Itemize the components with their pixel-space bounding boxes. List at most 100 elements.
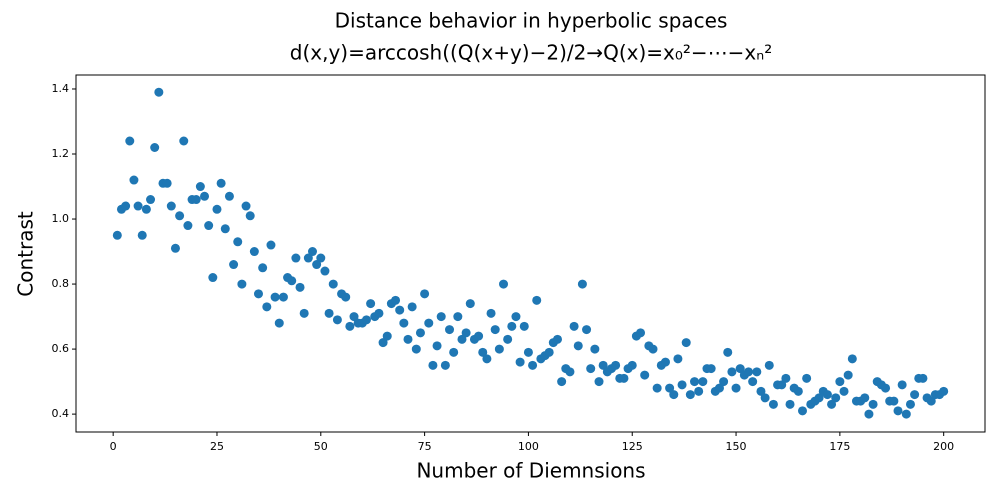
- point: [565, 367, 575, 377]
- point: [640, 370, 650, 380]
- point: [274, 318, 284, 328]
- point: [233, 237, 243, 247]
- y-tick-label: 1.0: [52, 212, 70, 225]
- point: [577, 279, 587, 289]
- point: [341, 292, 351, 302]
- point: [660, 357, 670, 367]
- point: [262, 302, 272, 312]
- x-tick-label: 200: [933, 440, 954, 453]
- point: [889, 396, 899, 406]
- point: [727, 367, 737, 377]
- point: [519, 321, 529, 331]
- point: [312, 260, 322, 270]
- point: [266, 240, 276, 250]
- point: [590, 344, 600, 354]
- point: [137, 230, 147, 240]
- point: [582, 325, 592, 335]
- point: [170, 243, 180, 253]
- point: [507, 321, 517, 331]
- point: [494, 344, 504, 354]
- point: [366, 299, 376, 309]
- y-tick-label: 0.6: [52, 342, 70, 355]
- point: [802, 373, 812, 383]
- point: [220, 224, 230, 234]
- point: [457, 334, 467, 344]
- point: [428, 360, 438, 370]
- point: [237, 279, 247, 289]
- point: [449, 347, 459, 357]
- point: [320, 266, 330, 276]
- point: [212, 204, 222, 214]
- point: [714, 383, 724, 393]
- point: [436, 312, 446, 322]
- point: [719, 377, 729, 387]
- point: [224, 191, 234, 201]
- point: [420, 289, 430, 299]
- point: [465, 299, 475, 309]
- point: [723, 347, 733, 357]
- point: [432, 341, 442, 351]
- point: [777, 380, 787, 390]
- point: [652, 383, 662, 393]
- point: [445, 325, 455, 335]
- point: [926, 396, 936, 406]
- point: [324, 308, 334, 318]
- point: [893, 406, 903, 416]
- point: [744, 367, 754, 377]
- point: [249, 247, 259, 257]
- x-tick-label: 25: [210, 440, 224, 453]
- y-tick-label: 1.2: [52, 147, 70, 160]
- point: [860, 393, 870, 403]
- point: [229, 260, 239, 270]
- point: [905, 399, 915, 409]
- point: [166, 201, 176, 211]
- point: [295, 282, 305, 292]
- point: [681, 338, 691, 348]
- y-axis-label: Contrast: [14, 211, 38, 297]
- point: [345, 321, 355, 331]
- point: [254, 289, 264, 299]
- point: [673, 354, 683, 364]
- point: [528, 360, 538, 370]
- point: [864, 409, 874, 419]
- point: [208, 273, 218, 283]
- y-tick-label: 1.4: [52, 82, 70, 95]
- point: [868, 399, 878, 409]
- point: [910, 390, 920, 400]
- x-axis-label: Number of Diemnsions: [416, 459, 645, 483]
- point: [195, 182, 205, 192]
- point: [407, 302, 417, 312]
- point: [752, 367, 762, 377]
- point: [814, 393, 824, 403]
- point: [827, 399, 837, 409]
- point: [129, 175, 139, 185]
- point: [374, 308, 384, 318]
- point: [141, 204, 151, 214]
- point: [270, 292, 280, 302]
- point: [378, 338, 388, 348]
- point: [552, 334, 562, 344]
- point: [278, 292, 288, 302]
- point: [490, 325, 500, 335]
- point: [399, 318, 409, 328]
- point: [611, 360, 621, 370]
- point: [598, 360, 608, 370]
- point: [822, 390, 832, 400]
- point: [735, 364, 745, 374]
- x-tick-label: 50: [314, 440, 328, 453]
- y-tick-label: 0.4: [52, 407, 70, 420]
- point: [731, 383, 741, 393]
- point: [557, 377, 567, 387]
- point: [685, 390, 695, 400]
- point: [785, 399, 795, 409]
- point: [245, 211, 255, 221]
- point: [781, 373, 791, 383]
- point: [179, 136, 189, 146]
- point: [424, 318, 434, 328]
- point: [478, 347, 488, 357]
- point: [391, 295, 401, 305]
- point: [627, 360, 637, 370]
- point: [901, 409, 911, 419]
- point: [121, 201, 131, 211]
